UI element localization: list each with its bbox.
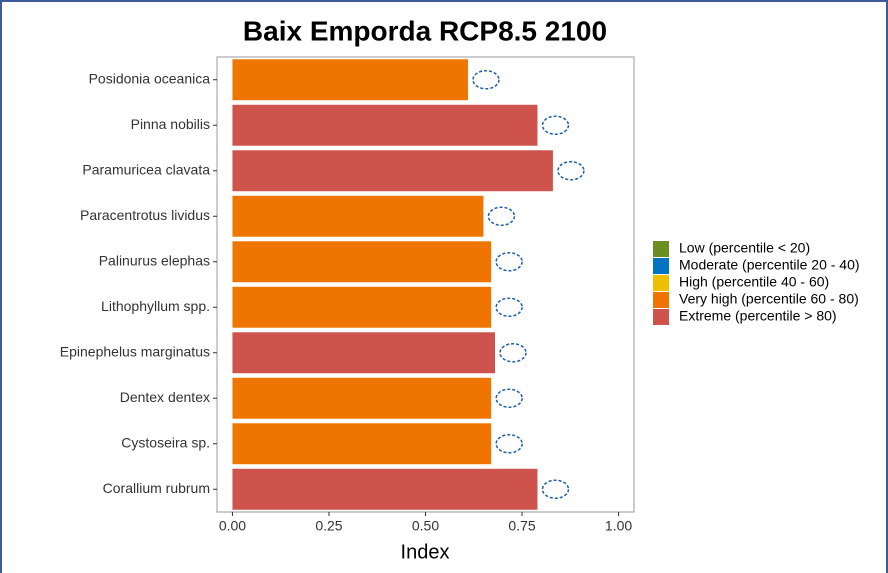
y-tick-label: Dentex dentex — [120, 389, 210, 405]
legend-label: Moderate (percentile 20 - 40) — [679, 257, 860, 273]
species-icon — [495, 297, 523, 317]
bar — [232, 241, 492, 283]
x-axis-title: Index — [401, 541, 450, 563]
legend-label: High (percentile 40 - 60) — [679, 274, 829, 290]
species-icon — [495, 388, 523, 408]
legend-swatch — [653, 275, 669, 291]
x-tick-label: 0.25 — [315, 518, 342, 534]
species-icon — [472, 70, 500, 90]
species-icon — [495, 434, 523, 454]
species-icon — [541, 479, 570, 499]
legend-swatch — [653, 309, 669, 325]
legend-label: Very high (percentile 60 - 80) — [679, 291, 859, 307]
x-tick-label: 0.75 — [508, 518, 535, 534]
legend-swatch — [653, 241, 669, 257]
legend-label: Extreme (percentile > 80) — [679, 308, 837, 324]
x-tick-label: 0.50 — [412, 518, 439, 534]
legend-swatch — [653, 258, 669, 274]
species-icon — [495, 252, 523, 272]
species-icon — [541, 115, 570, 135]
legend-swatch — [653, 292, 669, 308]
y-tick-label: Lithophyllum spp. — [101, 298, 210, 314]
y-tick-label: Pinna nobilis — [131, 116, 210, 132]
chart-title: Baix Emporda RCP8.5 2100 — [243, 15, 607, 46]
species-icon — [499, 343, 527, 363]
bar — [232, 468, 538, 510]
species-icon — [557, 161, 585, 181]
bar — [232, 59, 468, 101]
y-tick-label: Paramuricea clavata — [82, 161, 210, 177]
x-tick-label: 1.00 — [605, 518, 632, 534]
bar — [232, 104, 538, 146]
bar — [232, 286, 492, 328]
legend-label: Low (percentile < 20) — [679, 240, 810, 256]
bar — [232, 423, 492, 465]
bar — [232, 195, 484, 237]
y-tick-label: Palinurus elephas — [99, 252, 210, 268]
y-tick-label: Epinephelus marginatus — [60, 343, 210, 359]
bar — [232, 150, 553, 192]
y-tick-label: Cystoseira sp. — [121, 434, 210, 450]
bar — [232, 332, 495, 374]
y-tick-label: Paracentrotus lividus — [80, 207, 210, 223]
species-icon — [487, 206, 516, 226]
y-tick-label: Corallium rubrum — [103, 480, 210, 496]
x-tick-label: 0.00 — [219, 518, 246, 534]
bar — [232, 377, 492, 419]
y-tick-label: Posidonia oceanica — [89, 70, 211, 86]
